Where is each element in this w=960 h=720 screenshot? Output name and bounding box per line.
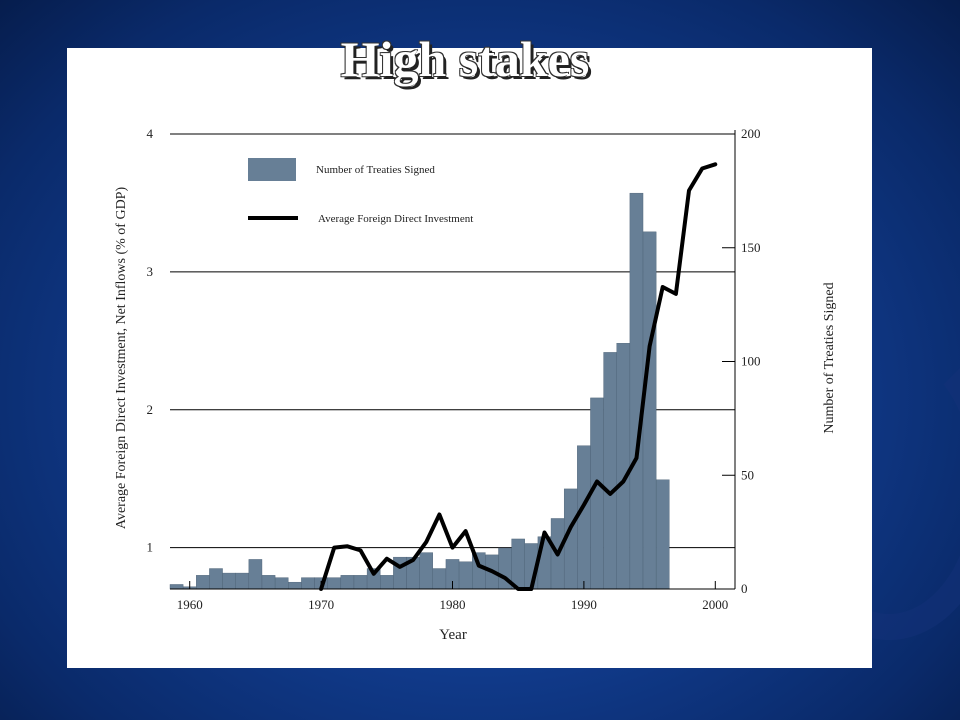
- bar-1963: [222, 572, 236, 590]
- y-left-tick-label-1: 1: [147, 540, 154, 555]
- chart: 1960 1970 1980 1990 2000 1 2 3 4 0 50 100 150 200 Num…: [114, 126, 837, 643]
- bar-1995: [642, 231, 657, 590]
- y-axis-left-label: Average Foreign Direct Investment, Net I…: [114, 187, 129, 530]
- legend-bar-swatch: [248, 158, 296, 181]
- bar-1965: [248, 559, 263, 590]
- y-axis-right-label: Number of Treaties Signed: [822, 282, 837, 433]
- bar-1992: [603, 352, 617, 590]
- y-left-tick-label-4: 4: [147, 126, 154, 141]
- x-tick-label-1960: 1960: [177, 597, 203, 612]
- y-left-tick-label-2: 2: [147, 402, 154, 417]
- bar-1972: [340, 575, 355, 590]
- bar-1969: [301, 577, 315, 590]
- x-tick-label-1990: 1990: [571, 597, 597, 612]
- bar-1961: [196, 575, 210, 590]
- bar-1996: [655, 479, 670, 590]
- bar-1990: [577, 445, 591, 590]
- y-right-tick-label-150: 150: [741, 240, 761, 255]
- y-right-tick-label-0: 0: [741, 581, 748, 596]
- bar-1964: [235, 572, 250, 590]
- bar-1967: [274, 577, 289, 590]
- x-tick-label-1980: 1980: [440, 597, 466, 612]
- bar-1966: [261, 575, 276, 590]
- slide-title: High stakes: [340, 31, 590, 87]
- bar-1975: [380, 575, 394, 590]
- legend-label-bars: Number of Treaties Signed: [316, 164, 435, 176]
- legend: Number of Treaties Signed Average Foreig…: [248, 158, 473, 225]
- x-tick-label-2000: 2000: [702, 597, 728, 612]
- x-tick-label-1970: 1970: [308, 597, 334, 612]
- y-right-tick-label-100: 100: [741, 354, 761, 369]
- bar-1959: [169, 584, 184, 590]
- axis-layer: 1960 1970 1980 1990 2000 1 2 3 4 0 50 100 150 200: [147, 126, 761, 612]
- bar-1973: [353, 575, 368, 590]
- y-right-tick-label-200: 200: [741, 126, 761, 141]
- bar-layer: [169, 192, 670, 590]
- legend-label-line: Average Foreign Direct Investment: [318, 213, 473, 225]
- bar-1971: [327, 577, 342, 590]
- bar-1993: [616, 343, 631, 590]
- bar-1979: [432, 568, 447, 590]
- y-right-tick-label-50: 50: [741, 467, 754, 482]
- bar-1994: [629, 192, 644, 590]
- y-left-tick-label-3: 3: [147, 264, 154, 279]
- chart-panel: 1960 1970 1980 1990 2000 1 2 3 4 0 50 100 150 200 Num…: [67, 48, 872, 668]
- x-axis-label: Year: [439, 627, 467, 643]
- bar-1962: [209, 568, 223, 590]
- bar-1985: [511, 538, 525, 590]
- bar-1978: [419, 552, 433, 590]
- bar-1981: [458, 561, 473, 590]
- bar-1968: [288, 581, 302, 590]
